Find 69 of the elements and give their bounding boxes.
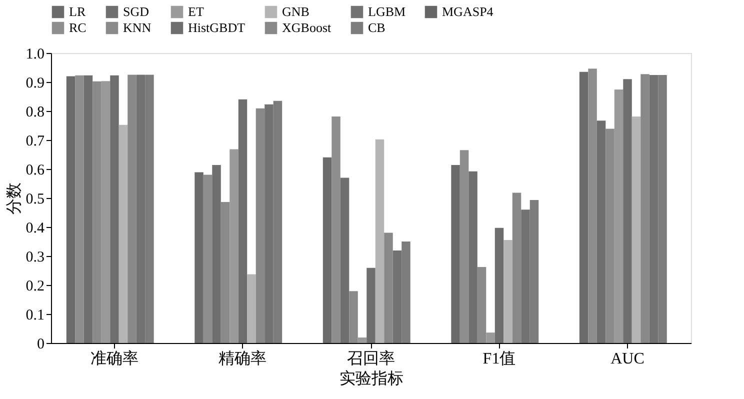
x-tick-label: AUC — [610, 350, 644, 368]
legend-label: GNB — [282, 4, 310, 19]
bar — [66, 76, 76, 343]
bar — [256, 108, 265, 343]
x-tick-label: 召回率 — [347, 350, 395, 368]
y-tick-label: 0.6 — [26, 162, 45, 178]
y-tick-label: 0.5 — [26, 192, 44, 208]
bar — [247, 274, 256, 343]
bar — [340, 178, 350, 343]
bar — [110, 75, 119, 343]
bar — [230, 149, 238, 343]
legend-label: RC — [69, 20, 86, 35]
bar — [486, 332, 495, 343]
y-tick-label: 0.4 — [26, 220, 45, 236]
bar — [596, 120, 606, 343]
bar — [375, 139, 384, 343]
bar — [322, 157, 332, 343]
bar — [75, 75, 84, 343]
legend-label: HistGBDT — [188, 20, 246, 35]
bar — [451, 164, 460, 343]
bar — [238, 99, 248, 343]
legend-label: ET — [188, 4, 204, 19]
x-tick-label: F1值 — [482, 350, 516, 368]
bar — [84, 75, 93, 343]
bar — [588, 68, 597, 343]
legend-label: SGD — [123, 4, 150, 19]
y-tick-label: 0.2 — [26, 278, 44, 294]
bar — [640, 74, 650, 343]
y-tick-label: 0 — [37, 336, 44, 352]
bar — [468, 171, 478, 343]
bar — [512, 192, 522, 343]
x-tick-label: 精确率 — [218, 350, 267, 368]
legend-label: XGBoost — [282, 20, 332, 35]
bar — [614, 90, 624, 343]
bar — [101, 81, 110, 343]
bar — [606, 128, 614, 343]
bar — [384, 232, 393, 343]
y-tick-label: 0.1 — [26, 308, 44, 324]
bar — [128, 74, 136, 343]
bar — [494, 228, 504, 343]
x-axis-title: 实验指标 — [340, 370, 404, 388]
bar — [477, 267, 486, 343]
legend-label: LR — [69, 4, 86, 19]
bar — [194, 172, 204, 343]
y-tick-label: 0.9 — [26, 76, 44, 92]
x-tick-label: 准确率 — [90, 350, 138, 368]
bar — [203, 174, 212, 343]
bar — [366, 268, 376, 343]
legend-label: KNN — [123, 20, 152, 35]
bar — [504, 240, 512, 343]
bar — [220, 202, 230, 343]
y-tick-label: 0.8 — [26, 104, 44, 120]
bar — [579, 72, 588, 343]
legend-label: CB — [368, 20, 386, 35]
bar — [212, 164, 221, 343]
bar — [632, 116, 641, 343]
bar — [332, 116, 340, 343]
y-tick-label: 0.7 — [26, 134, 45, 150]
legend-label: MGASP4 — [442, 4, 494, 19]
legend-label: LGBM — [368, 4, 406, 19]
bar — [358, 337, 367, 343]
bar — [92, 81, 102, 343]
bar — [623, 79, 632, 343]
bar — [460, 150, 469, 343]
y-axis-title: 分数 — [6, 182, 23, 214]
bar — [118, 124, 128, 343]
y-tick-label: 0.3 — [26, 250, 44, 266]
y-tick-label: 1.0 — [26, 46, 44, 62]
bar — [349, 291, 358, 343]
